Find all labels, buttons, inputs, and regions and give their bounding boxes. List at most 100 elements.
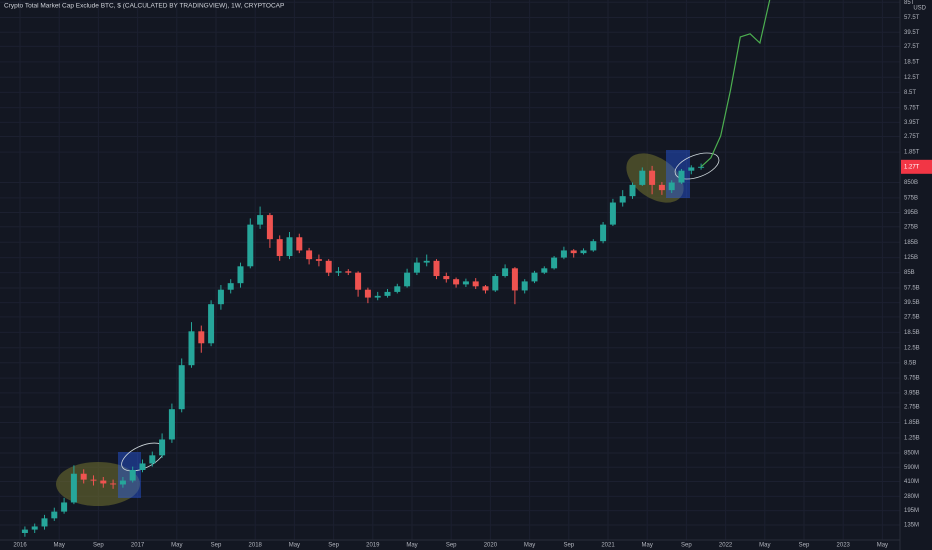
candle-body (600, 224, 607, 242)
candle-body (119, 480, 126, 485)
candle-body (443, 276, 450, 280)
candle-body (364, 289, 371, 298)
y-tick-label: 39.5T (904, 30, 920, 36)
y-tick-label: 395B (904, 210, 918, 216)
y-tick-label: 3.95B (904, 390, 920, 396)
x-tick-label: Sep (799, 543, 810, 549)
y-tick-label: 85B (904, 270, 915, 276)
candle-body (100, 480, 107, 484)
candle-body (688, 167, 695, 171)
candle-body (296, 237, 303, 251)
candle-body (51, 511, 58, 519)
candle-body (453, 279, 460, 285)
candle-body (41, 518, 48, 527)
candle-body (355, 272, 362, 290)
candle-body (394, 286, 401, 292)
candle-body (639, 170, 646, 185)
y-tick-label: 280M (904, 494, 919, 500)
grid (0, 0, 900, 540)
x-tick-label: May (642, 543, 653, 549)
y-tick-label: 850M (904, 451, 919, 457)
x-tick-label: 2023 (837, 543, 851, 549)
x-tick-label: Sep (681, 543, 692, 549)
y-tick-label: 2.75B (904, 405, 920, 411)
candle-body (541, 268, 548, 273)
candle-body (413, 262, 420, 273)
candle-body (472, 281, 479, 287)
candle-body (61, 502, 68, 512)
x-tick-label: May (171, 543, 182, 549)
candle-body (149, 455, 156, 464)
candle-body (374, 295, 381, 298)
y-tick-label: 8.5B (904, 360, 916, 366)
plot (21, 0, 771, 537)
currency: USD (913, 6, 926, 12)
candle-body (502, 268, 509, 277)
candle-body (286, 237, 293, 257)
candle-body (658, 184, 665, 191)
y-tick-label: 39.5B (904, 300, 920, 306)
last-price-label: 1.27T (904, 164, 920, 170)
x-tick-label: May (759, 543, 770, 549)
y-tick-label: 185B (904, 240, 918, 246)
candle-body (70, 473, 77, 503)
y-tick-label: 1.85B (904, 420, 920, 426)
highlight-box (118, 452, 141, 498)
x-tick-label: May (289, 543, 300, 549)
y-tick-label: 575B (904, 195, 918, 201)
candle-body (619, 196, 626, 203)
candle-body (129, 469, 136, 481)
y-tick-label: 12.5B (904, 345, 920, 351)
candle-body (227, 283, 234, 290)
candle-body (21, 529, 28, 534)
candle-body (159, 439, 166, 456)
x-tick-label: Sep (211, 543, 222, 549)
candle-body (678, 170, 685, 183)
candle-body (462, 281, 469, 285)
y-tick-label: 850B (904, 180, 918, 186)
candle-body (139, 463, 146, 470)
candle-body (257, 215, 264, 225)
y-tick-label: 1.85T (904, 150, 920, 156)
x-tick-label: May (54, 543, 65, 549)
y-tick-label: 18.5T (904, 60, 920, 66)
x-tick-label: 2017 (131, 543, 145, 549)
candle-body (110, 483, 117, 485)
candle-body (315, 259, 322, 261)
x-tick-label: Sep (93, 543, 104, 549)
projection-line (700, 0, 771, 168)
candle-body (90, 479, 97, 481)
candle-body (168, 409, 175, 440)
candle-body (511, 268, 518, 291)
x-tick-label: 2018 (249, 543, 263, 549)
y-tick-label: 5.75T (904, 105, 920, 111)
y-tick-label: 590M (904, 465, 919, 471)
candle-body (590, 241, 597, 251)
candle-body (492, 276, 499, 291)
y-tick-label: 135M (904, 523, 919, 529)
y-tick-label: 85T (904, 0, 915, 6)
x-tick-label: Sep (328, 543, 339, 549)
x-tick-label: 2022 (719, 543, 733, 549)
candle-body (668, 182, 675, 191)
y-tick-label: 125B (904, 255, 918, 261)
x-tick-label: 2021 (601, 543, 615, 549)
y-tick-label: 275B (904, 224, 918, 230)
candle-body (609, 202, 616, 225)
candle-body (629, 184, 636, 197)
candle-body (80, 473, 87, 480)
candle-body (178, 365, 185, 410)
candle-body (423, 260, 430, 263)
y-tick-label: 3.95T (904, 120, 920, 126)
x-tick-label: 2020 (484, 543, 498, 549)
y-tick-label: 57.5B (904, 286, 920, 292)
y-tick-label: 18.5B (904, 330, 920, 336)
x-tick-label: Sep (446, 543, 457, 549)
candle-body (247, 224, 254, 267)
candle-body (649, 170, 656, 185)
x-tick-label: 2016 (13, 543, 27, 549)
candle-body (217, 289, 224, 305)
candle-body (237, 266, 244, 284)
y-tick-label: 2.75T (904, 134, 920, 140)
